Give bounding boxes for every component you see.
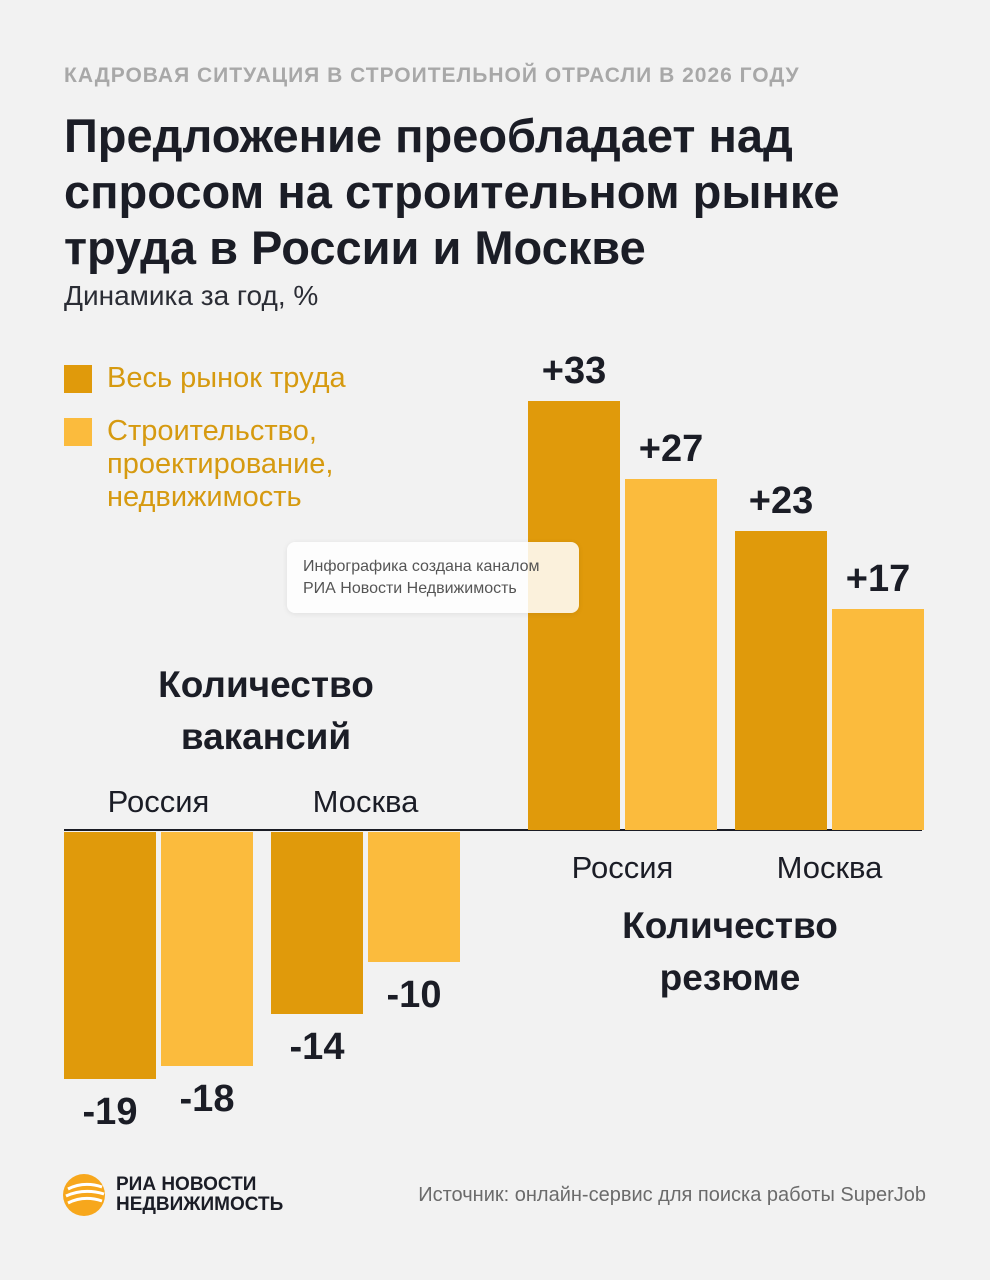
legend-label: Весь рынок труда — [107, 362, 346, 394]
category-label: Россия — [572, 850, 674, 885]
data-label: +33 — [542, 350, 606, 392]
bar — [64, 832, 156, 1079]
data-label: +27 — [639, 428, 703, 470]
ria-logo-icon — [63, 1174, 105, 1216]
data-label: +23 — [749, 480, 813, 522]
legend-swatch-dark — [64, 365, 92, 393]
ria-logo: РИА НОВОСТИ НЕДВИЖИМОСТЬ — [62, 1173, 283, 1217]
kicker: КАДРОВАЯ СИТУАЦИЯ В СТРОИТЕЛЬНОЙ ОТРАСЛИ… — [64, 64, 800, 87]
data-label: +17 — [846, 558, 910, 600]
bar — [528, 401, 620, 830]
group-title: вакансий — [181, 716, 351, 757]
bar — [832, 609, 924, 830]
watermark-badge: Инфографика создана каналом РИА Новости … — [287, 542, 579, 613]
group-title: резюме — [660, 957, 801, 998]
data-label: -18 — [180, 1078, 235, 1120]
group-title: Количество — [158, 664, 374, 705]
legend-item-construction: Строительство, проектирование, недвижимо… — [64, 415, 367, 514]
bar — [735, 531, 827, 830]
logo-line: НЕДВИЖИМОСТЬ — [116, 1194, 284, 1215]
watermark-line: Инфографика создана каналом — [303, 558, 540, 575]
source-note: Источник: онлайн-сервис для поиска работ… — [418, 1184, 926, 1206]
bar — [368, 832, 460, 962]
data-label: -14 — [290, 1026, 345, 1068]
logo-line: РИА НОВОСТИ — [116, 1174, 257, 1195]
category-label: Москва — [777, 850, 884, 885]
bar — [271, 832, 363, 1014]
bar — [161, 832, 253, 1066]
chart-subtitle: Динамика за год, % — [64, 280, 319, 311]
legend-item-all-market: Весь рынок труда — [64, 362, 367, 395]
legend-label: Строительство, проектирование, недвижимо… — [107, 415, 334, 513]
group-title: Количество — [622, 905, 838, 946]
data-label: -19 — [83, 1091, 138, 1133]
bar — [625, 479, 717, 830]
watermark-line: РИА Новости Недвижимость — [303, 580, 517, 597]
data-label: -10 — [387, 974, 442, 1016]
category-label: Москва — [313, 784, 420, 819]
category-label: Россия — [108, 784, 210, 819]
chart-title: Предложение преобладает над спросом на с… — [64, 109, 840, 274]
legend-swatch-light — [64, 418, 92, 446]
logo-text: РИА НОВОСТИ НЕДВИЖИМОСТЬ — [116, 1175, 283, 1215]
